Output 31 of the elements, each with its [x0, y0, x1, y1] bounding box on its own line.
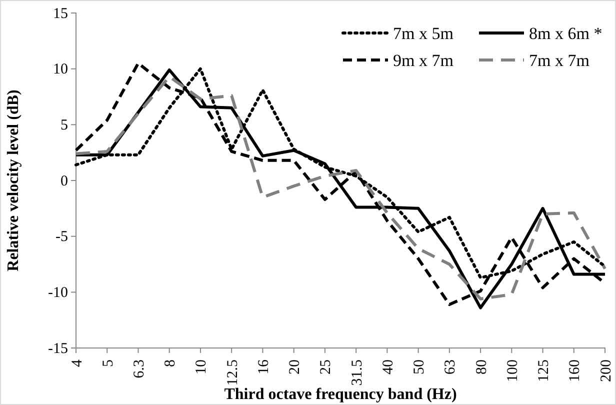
- x-tick-label: 6.3: [131, 360, 148, 378]
- y-tick-label: 15: [53, 6, 68, 22]
- y-tick-label: -15: [48, 340, 68, 357]
- x-tick-label: 40: [380, 360, 396, 374]
- y-tick-label: -10: [48, 284, 68, 301]
- x-tick-label: 5: [100, 360, 116, 367]
- x-tick-label: 50: [412, 360, 428, 374]
- x-tick-label: 200: [598, 360, 614, 382]
- x-tick-label: 31.5: [349, 360, 366, 386]
- y-tick-label: 0: [60, 173, 68, 190]
- x-tick-label: 160: [567, 360, 584, 382]
- x-axis-title: Third octave frequency band (Hz): [224, 386, 457, 403]
- x-tick-label: 4: [69, 359, 86, 367]
- x-tick-label: 63: [442, 360, 459, 374]
- y-tick-label: 5: [60, 117, 68, 134]
- legend-label: 7m x 7m: [529, 50, 590, 70]
- x-tick-label: 20: [287, 360, 304, 374]
- y-tick-label: 10: [53, 62, 68, 78]
- x-tick-label: 125: [536, 360, 552, 382]
- y-axis-title: Relative velocity level (dB): [5, 90, 22, 272]
- y-tick-label: -5: [56, 229, 68, 246]
- legend-label: 8m x 6m *: [529, 24, 602, 43]
- x-tick-label: 80: [474, 360, 490, 374]
- legend-label: 7m x 5m: [393, 24, 454, 43]
- x-tick-label: 10: [194, 360, 210, 374]
- legend-label: 9m x 7m: [393, 50, 454, 70]
- x-tick-label: 100: [504, 360, 521, 382]
- x-tick-label: 16: [256, 359, 272, 374]
- x-tick-label: 12.5: [224, 360, 241, 386]
- x-tick-label: 25: [318, 360, 334, 374]
- x-tick-label: 8: [162, 360, 179, 367]
